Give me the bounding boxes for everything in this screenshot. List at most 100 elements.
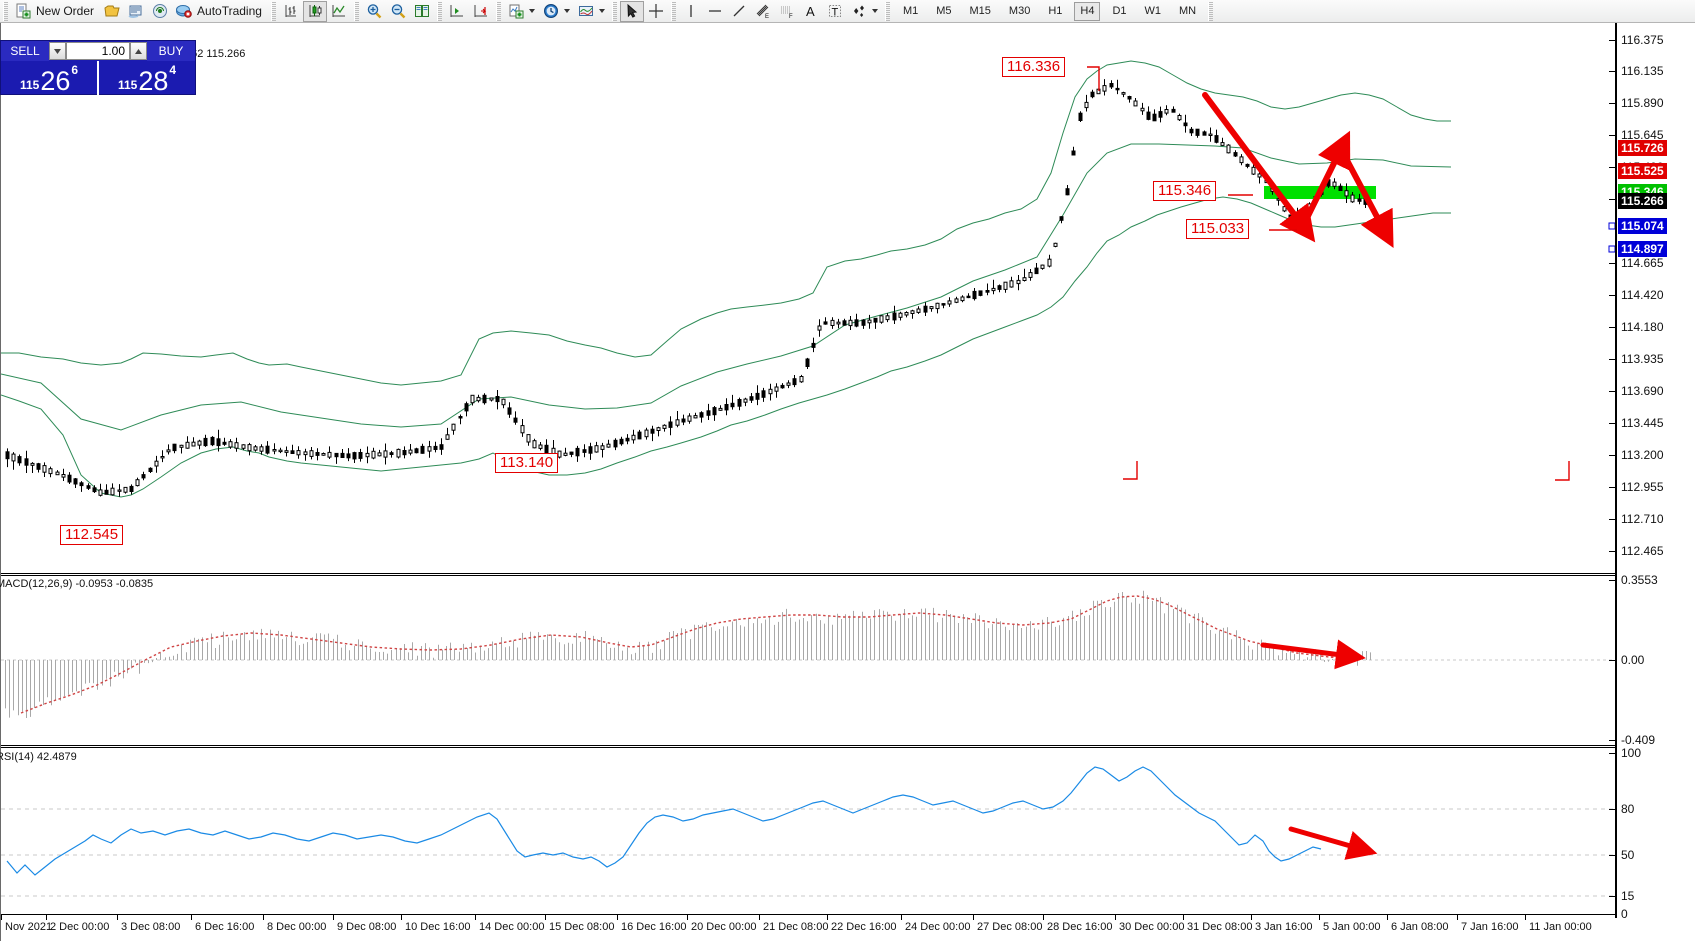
candle-body [1065, 188, 1070, 196]
bid-price[interactable]: 115 26 6 [1, 61, 97, 95]
expert-advisors-button[interactable] [100, 1, 124, 22]
chevron-down-icon[interactable] [528, 9, 535, 13]
candle-body [24, 458, 29, 466]
periods-button[interactable] [539, 1, 574, 22]
candle-body [11, 453, 16, 462]
chevron-down-icon[interactable] [563, 9, 570, 13]
ask-price[interactable]: 115 28 4 [97, 61, 195, 95]
price-tag-resistance[interactable]: 115.726 [1618, 140, 1667, 156]
autotrading-button[interactable]: AutoTrading [172, 1, 268, 22]
volume-increase-button[interactable] [130, 42, 147, 60]
one-click-trading-panel[interactable]: SELL 1.00 BUY 115 26 6 115 28 4 [0, 40, 196, 95]
price-tick-label: 113.200 [1621, 447, 1664, 462]
candlestick-chart-button[interactable] [302, 0, 327, 22]
crosshair-button[interactable] [644, 1, 668, 22]
candle-body [637, 431, 642, 440]
candle-body [532, 440, 537, 449]
templates-button[interactable] [574, 1, 609, 22]
text-button[interactable]: A [799, 1, 823, 22]
zoom-in-button[interactable] [362, 1, 386, 22]
candle-body [1040, 264, 1045, 269]
cursor-button[interactable] [619, 0, 644, 22]
time-tick [545, 915, 546, 920]
zoom-out-button[interactable] [386, 1, 410, 22]
macd-tick [1609, 660, 1615, 661]
chart-area[interactable]: USDJPY-,H4 115.341 115.363 115.262 115.2… [0, 23, 1695, 941]
text-label-button[interactable]: T [823, 1, 847, 22]
callout-112545[interactable]: 112.545 [60, 525, 124, 545]
new-order-button[interactable]: New Order [11, 1, 100, 22]
price-tag-resistance[interactable]: 115.525 [1618, 163, 1667, 179]
time-tick [687, 915, 688, 920]
vertical-line-button[interactable] [679, 1, 703, 22]
sell-button[interactable]: SELL [1, 41, 49, 61]
candle-body [675, 419, 680, 426]
indicators-button[interactable] [504, 1, 539, 22]
candle-body [1214, 135, 1219, 143]
volume-decrease-button[interactable] [49, 42, 66, 60]
price-macd-pane-separator[interactable] [1, 573, 1616, 576]
chart-shift-icon [474, 5, 487, 17]
callout-115033[interactable]: 115.033 [1186, 219, 1250, 239]
line-chart-button[interactable] [327, 1, 351, 22]
tile-windows-button[interactable] [410, 1, 434, 22]
fibonacci-icon: F [780, 6, 793, 19]
candle-body [830, 319, 835, 326]
time-tick-label: 28 Dec 16:00 [1047, 921, 1113, 933]
equidistant-channel-button[interactable]: E [751, 1, 775, 22]
toolbar-separator-6 [670, 1, 676, 21]
supply-zone-rectangle[interactable] [1264, 186, 1376, 199]
price-tick-label: 113.690 [1621, 383, 1664, 398]
macd-bearish-arrow [1260, 639, 1366, 670]
candle-body [662, 424, 667, 429]
price-tag-level[interactable]: 115.074 [1618, 218, 1667, 234]
time-tick [1387, 915, 1388, 920]
callout-115346[interactable]: 115.346 [1153, 181, 1217, 201]
market-watch-button[interactable] [148, 1, 172, 22]
volume-input[interactable]: 1.00 [66, 42, 130, 60]
chart-shift-button[interactable] [469, 1, 493, 22]
rsi-tick [1609, 753, 1615, 754]
timeframe-m15-button[interactable]: M15 [969, 5, 991, 17]
price-tag-last-price[interactable]: 115.266 [1618, 193, 1667, 209]
callout-113140[interactable]: 113.140 [495, 453, 559, 473]
timeframe-m30-button[interactable]: M30 [1008, 5, 1031, 17]
candle-body [805, 358, 810, 367]
price-tick-label: 114.180 [1621, 319, 1664, 334]
timeframe-m1-button[interactable]: M1 [902, 5, 919, 17]
bar-chart-button[interactable] [279, 1, 303, 22]
fibonacci-button[interactable]: F [775, 1, 799, 22]
time-tick [1043, 915, 1044, 920]
bollinger-lower-band [1, 196, 1451, 498]
price-tick-label: 112.710 [1621, 511, 1664, 526]
timeframe-h1-button[interactable]: H1 [1048, 5, 1063, 17]
candle-body [507, 407, 512, 415]
candle-body [1357, 198, 1362, 202]
timeframe-d1-button[interactable]: D1 [1112, 5, 1127, 17]
candle-body [1189, 128, 1194, 134]
macd-rsi-pane-separator[interactable] [1, 745, 1616, 748]
timeframe-mn-button[interactable]: MN [1179, 5, 1197, 17]
shapes-button[interactable] [847, 1, 882, 22]
toolbar-grip[interactable] [3, 1, 8, 21]
price-tag-level[interactable]: 114.897 [1618, 241, 1667, 257]
timeframe-h4-button[interactable]: H4 [1074, 1, 1101, 21]
callout-116336[interactable]: 116.336 [1002, 57, 1066, 77]
candle-body [439, 444, 444, 450]
templates-icon [578, 6, 593, 16]
auto-scroll-button[interactable] [445, 1, 469, 22]
chevron-down-icon[interactable] [871, 9, 878, 13]
trendline-button[interactable] [727, 1, 751, 22]
chevron-down-icon[interactable] [598, 9, 605, 13]
time-tick [617, 915, 618, 920]
candle-body [1202, 131, 1207, 136]
price-pane-arrows [1202, 92, 1394, 249]
timeframe-w1-button[interactable]: W1 [1144, 5, 1162, 17]
timeframe-m5-button[interactable]: M5 [936, 5, 952, 17]
data-window-button[interactable] [124, 1, 148, 22]
candle-body [160, 456, 165, 459]
horizontal-line-button[interactable] [703, 1, 727, 22]
buy-button[interactable]: BUY [147, 41, 195, 61]
price-tick-label: 116.135 [1621, 63, 1664, 78]
candle-body [879, 315, 884, 323]
